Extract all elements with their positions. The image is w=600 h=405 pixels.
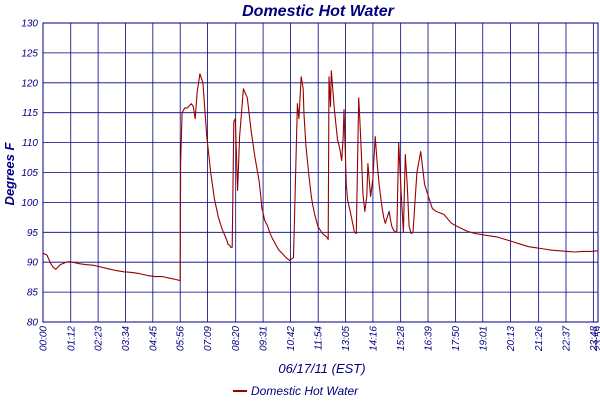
y-tick-label: 105 xyxy=(21,168,38,179)
x-tick-label: 04:45 xyxy=(148,326,159,351)
x-tick-label: 10:42 xyxy=(286,326,297,351)
y-axis-label: Degrees F xyxy=(2,142,17,206)
y-tick-label: 80 xyxy=(27,318,39,329)
x-tick-label: 19:01 xyxy=(478,326,489,351)
x-tick-label: 13:05 xyxy=(341,326,352,351)
legend: Domestic Hot Water xyxy=(233,384,359,398)
x-tick-label: 01:12 xyxy=(66,326,77,351)
y-tick-label: 115 xyxy=(22,108,38,119)
x-tick-label: 02:23 xyxy=(94,326,105,351)
x-tick-label: 09:31 xyxy=(259,326,270,351)
y-tick-label: 85 xyxy=(27,288,39,299)
y-tick-label: 120 xyxy=(21,78,38,89)
x-tick-label: 15:28 xyxy=(396,326,407,351)
x-tick-label: 08:20 xyxy=(231,326,242,351)
y-tick-label: 100 xyxy=(21,198,38,209)
x-tick-label: 20:13 xyxy=(506,326,517,352)
y-tick-labels: 80 85 90 95 100 105 110 115 120 125 130 xyxy=(21,19,38,329)
x-tick-label: 00:00 xyxy=(39,326,50,351)
series-line xyxy=(43,71,598,281)
x-tick-label: 16:39 xyxy=(424,326,435,351)
chart-title: Domestic Hot Water xyxy=(242,3,395,20)
x-tick-labels: 00:00 01:12 02:23 03:34 04:45 05:56 07:09 08:20… xyxy=(39,326,600,352)
legend-label: Domestic Hot Water xyxy=(251,384,359,398)
y-tick-label: 130 xyxy=(21,19,38,30)
x-tick-label: 23:59 xyxy=(594,326,600,352)
grid-layer xyxy=(43,23,598,322)
series-layer xyxy=(43,71,598,281)
x-tick-label: 07:09 xyxy=(203,326,214,351)
x-tick-label: 03:34 xyxy=(121,326,132,351)
x-tick-label: 11:54 xyxy=(314,326,325,351)
x-tick-label: 17:50 xyxy=(451,326,462,351)
y-tick-label: 95 xyxy=(27,228,39,239)
y-tick-label: 125 xyxy=(21,48,38,59)
y-tick-label: 90 xyxy=(27,258,39,269)
x-tick-label: 14:16 xyxy=(368,326,379,351)
x-tick-label: 21:26 xyxy=(534,326,545,352)
x-tick-label: 22:37 xyxy=(562,326,573,352)
y-tick-label: 110 xyxy=(22,138,38,149)
x-axis-label: 06/17/11 (EST) xyxy=(278,361,365,376)
x-tick-label: 05:56 xyxy=(176,326,187,351)
